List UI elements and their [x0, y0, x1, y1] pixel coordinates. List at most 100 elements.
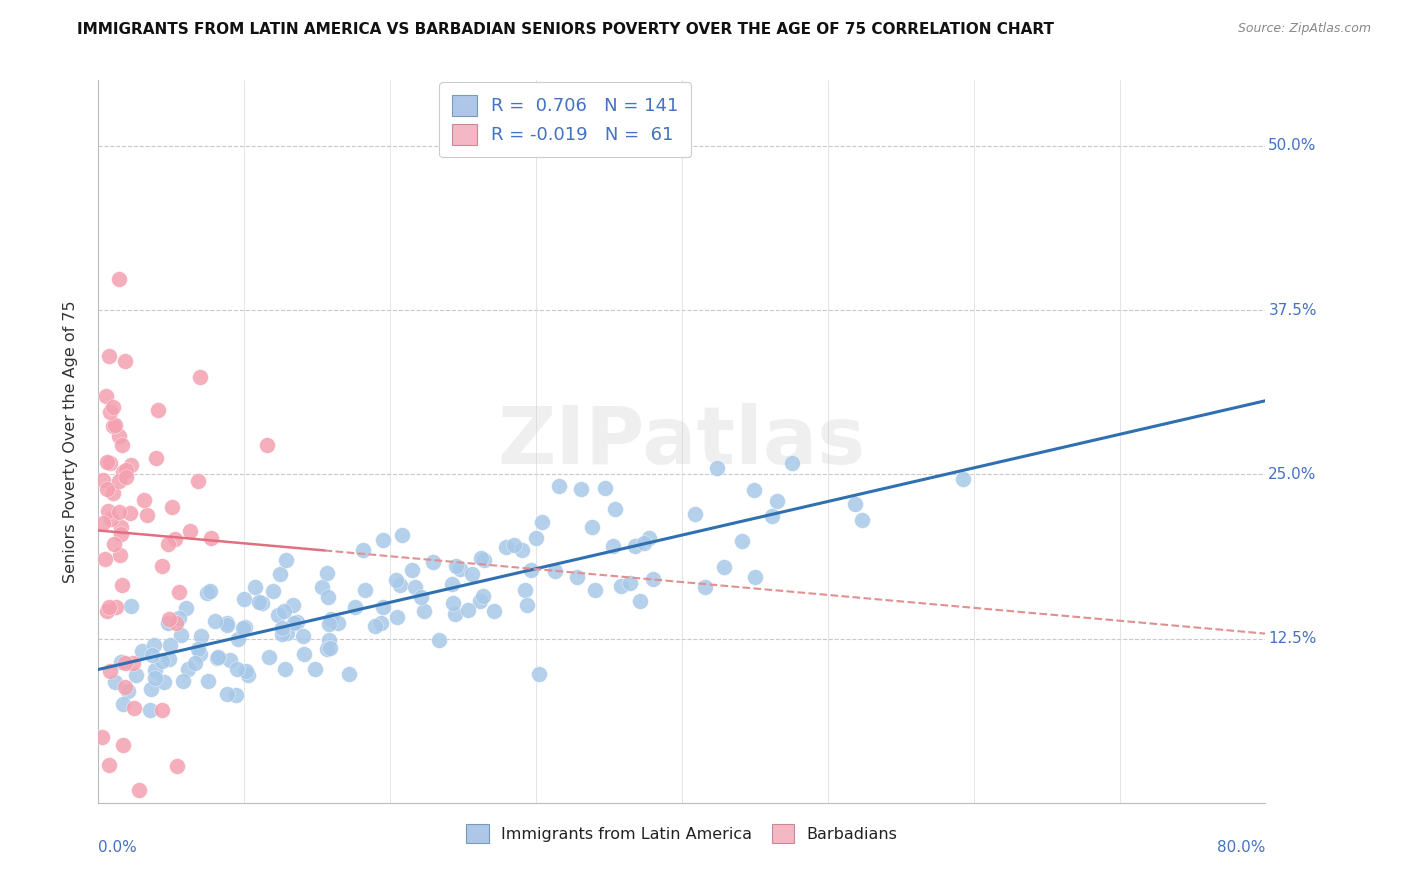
Point: [319, 612, 342, 626]
Point: [233, 620, 256, 634]
Point: [524, 531, 547, 545]
Point: [262, 583, 284, 598]
Point: [593, 482, 616, 496]
Legend: Immigrants from Latin America, Barbadians: Immigrants from Latin America, Barbadian…: [460, 818, 904, 849]
Point: [388, 578, 411, 592]
Point: [744, 570, 766, 584]
Point: [371, 600, 394, 615]
Point: [114, 463, 136, 477]
Point: [354, 582, 377, 597]
Point: [110, 527, 132, 541]
Point: [328, 615, 350, 630]
Point: [101, 419, 124, 434]
Point: [167, 585, 190, 599]
Point: [101, 400, 124, 414]
Point: [581, 520, 603, 534]
Point: [187, 642, 209, 657]
Point: [311, 581, 333, 595]
Point: [318, 617, 340, 632]
Point: [150, 654, 173, 668]
Point: [107, 475, 129, 489]
Point: [385, 610, 408, 624]
Point: [409, 590, 432, 604]
Point: [159, 638, 181, 652]
Point: [207, 650, 229, 665]
Point: [150, 703, 173, 717]
Point: [91, 516, 114, 530]
Point: [404, 580, 426, 594]
Point: [285, 615, 308, 629]
Point: [150, 558, 173, 573]
Point: [117, 684, 139, 698]
Point: [844, 497, 866, 511]
Point: [169, 628, 191, 642]
Point: [731, 533, 754, 548]
Point: [571, 482, 593, 496]
Point: [318, 632, 340, 647]
Point: [165, 532, 187, 546]
Point: [502, 537, 524, 551]
Point: [179, 524, 201, 538]
Point: [270, 621, 292, 635]
Point: [159, 612, 181, 626]
Point: [167, 611, 190, 625]
Text: 50.0%: 50.0%: [1268, 138, 1316, 153]
Point: [269, 567, 291, 582]
Point: [104, 418, 127, 433]
Point: [94, 389, 117, 403]
Point: [90, 730, 112, 744]
Point: [482, 604, 505, 618]
Point: [412, 604, 434, 618]
Point: [513, 583, 536, 598]
Point: [683, 507, 706, 521]
Point: [156, 537, 179, 551]
Point: [122, 700, 145, 714]
Point: [235, 665, 257, 679]
Point: [610, 579, 633, 593]
Point: [401, 563, 423, 577]
Point: [120, 506, 142, 520]
Point: [623, 539, 645, 553]
Text: Source: ZipAtlas.com: Source: ZipAtlas.com: [1237, 22, 1371, 36]
Point: [257, 650, 280, 665]
Point: [274, 662, 297, 676]
Point: [256, 438, 278, 452]
Point: [98, 600, 121, 615]
Point: [138, 703, 160, 717]
Point: [160, 500, 183, 515]
Point: [98, 664, 121, 678]
Point: [713, 559, 735, 574]
Point: [215, 618, 238, 632]
Point: [470, 551, 492, 566]
Point: [200, 531, 222, 545]
Point: [291, 629, 314, 643]
Point: [132, 492, 155, 507]
Point: [143, 663, 166, 677]
Point: [98, 758, 121, 772]
Point: [633, 536, 655, 550]
Point: [125, 668, 148, 682]
Point: [108, 429, 131, 443]
Point: [174, 601, 197, 615]
Point: [352, 542, 374, 557]
Point: [742, 483, 765, 498]
Point: [780, 456, 803, 470]
Point: [112, 738, 135, 752]
Point: [157, 616, 180, 631]
Point: [238, 667, 260, 681]
Point: [468, 593, 491, 607]
Point: [281, 598, 304, 612]
Point: [114, 680, 136, 694]
Point: [247, 595, 270, 609]
Point: [97, 504, 120, 518]
Point: [565, 570, 588, 584]
Point: [449, 562, 471, 576]
Point: [141, 648, 163, 663]
Point: [851, 513, 873, 527]
Point: [226, 662, 249, 676]
Point: [172, 673, 194, 688]
Point: [460, 567, 482, 582]
Text: 37.5%: 37.5%: [1268, 302, 1317, 318]
Point: [157, 652, 180, 666]
Point: [391, 528, 413, 542]
